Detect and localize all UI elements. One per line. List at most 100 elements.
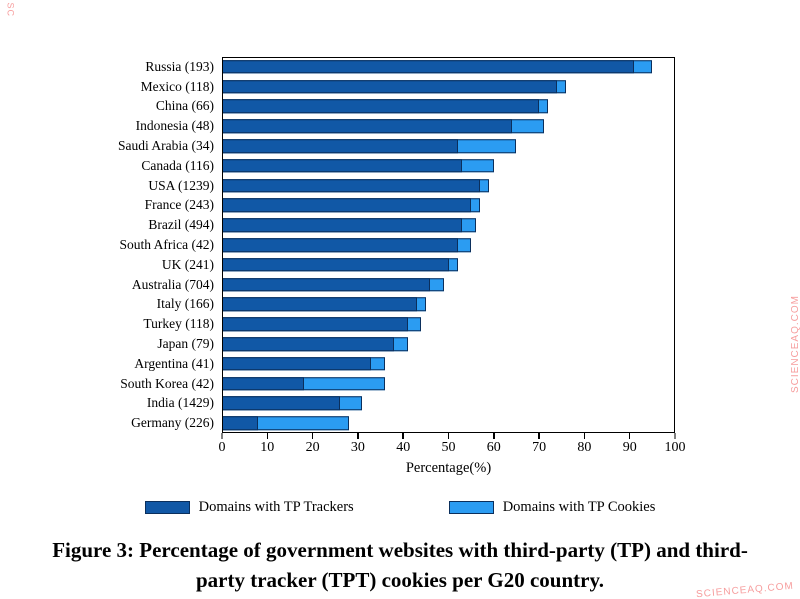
- x-tick: 40: [396, 433, 410, 456]
- bar-track: [222, 374, 675, 394]
- bar-track: [222, 334, 675, 354]
- tick-mark: [628, 433, 631, 440]
- bar-row: Italy (166): [0, 295, 800, 315]
- x-tick: 10: [260, 433, 274, 456]
- tp-trackers-bar: [222, 119, 512, 134]
- bar-row: Japan (79): [0, 334, 800, 354]
- bar-track: [222, 97, 675, 117]
- tp-trackers-bar: [222, 357, 372, 371]
- tick-label: 80: [577, 440, 592, 456]
- trackers-swatch: [144, 501, 190, 515]
- tick-mark: [402, 433, 404, 440]
- bar-track: [222, 295, 675, 315]
- tp-trackers-bar: [222, 317, 408, 331]
- category-label: Germany (226): [131, 415, 214, 431]
- category-label: USA (1239): [148, 177, 214, 193]
- tick-label: 50: [441, 440, 456, 456]
- category-label: Saudi Arabia (34): [118, 138, 214, 154]
- bar-rows: Russia (193) Mexico (118) China (66) Indone…: [0, 57, 800, 434]
- cookies-swatch: [448, 501, 494, 515]
- category-label: Brazil (494): [148, 217, 214, 233]
- trackers-legend-label: Domains with TP Trackers: [198, 499, 354, 516]
- watermark-fragment: SCIENCEAQ.COM: [0, 3, 16, 16]
- tick-label: 100: [664, 440, 686, 456]
- bar-track: [222, 156, 675, 176]
- bar-row: Canada (116): [0, 156, 800, 176]
- bar-row: Russia (193): [0, 57, 800, 77]
- tp-trackers-bar: [222, 337, 395, 351]
- tick-label: 0: [218, 440, 226, 456]
- tp-trackers-bar: [222, 198, 472, 213]
- category-label: France (243): [144, 197, 214, 213]
- bar-row: Germany (226): [0, 413, 800, 433]
- bar-row: USA (1239): [0, 176, 800, 196]
- legend: Domains with TP Trackers Domains with TP…: [0, 499, 800, 516]
- tp-trackers-bar: [222, 376, 304, 391]
- category-label: Turkey (118): [143, 316, 214, 332]
- bar-row: Australia (704): [0, 275, 800, 295]
- category-label: UK (241): [161, 256, 214, 272]
- tp-trackers-bar: [222, 238, 458, 252]
- bar-track: [222, 413, 675, 433]
- category-label: Indonesia (48): [135, 118, 214, 134]
- tick-label: 40: [396, 440, 411, 456]
- tp-trackers-bar: [222, 258, 449, 272]
- x-tick: 0: [219, 433, 226, 456]
- category-label: India (1429): [146, 395, 214, 411]
- category-label: South Africa (42): [119, 237, 214, 253]
- bar-row: Indonesia (48): [0, 116, 800, 136]
- bar-track: [222, 314, 675, 334]
- category-label: Russia (193): [145, 58, 214, 74]
- x-tick: 100: [665, 433, 686, 456]
- category-label: Italy (166): [156, 296, 214, 312]
- tick-mark: [583, 433, 586, 440]
- x-tick: 80: [577, 433, 591, 456]
- cookies-legend-label: Domains with TP Cookies: [502, 499, 656, 516]
- category-label: Mexico (118): [140, 78, 214, 94]
- bar-track: [222, 215, 675, 235]
- bar-row: Saudi Arabia (34): [0, 136, 800, 156]
- bar-track: [222, 116, 675, 136]
- bar-row: Turkey (118): [0, 314, 800, 334]
- bar-track: [222, 255, 675, 275]
- figure-caption: Figure 3: Percentage of government websi…: [52, 538, 748, 592]
- bar-row: South Africa (42): [0, 235, 800, 255]
- tick-label: 10: [260, 440, 275, 456]
- tick-mark: [538, 433, 540, 440]
- tp-trackers-bar: [222, 79, 558, 94]
- bar-row: India (1429): [0, 394, 800, 414]
- tp-trackers-bar: [222, 139, 458, 153]
- tick-label: 60: [486, 440, 501, 456]
- bar-chart: Russia (193) Mexico (118) China (66) Indone…: [0, 57, 800, 477]
- bar-row: UK (241): [0, 255, 800, 275]
- bar-track: [222, 77, 675, 97]
- category-label: Argentina (41): [134, 355, 214, 371]
- x-axis: 0 10 20 30 40 50 60 70 80 90 100: [219, 433, 686, 459]
- tick-label: 20: [305, 440, 320, 456]
- x-tick: 50: [442, 433, 456, 456]
- tick-mark: [493, 433, 495, 440]
- category-label: Australia (704): [131, 276, 214, 292]
- x-tick: 60: [487, 433, 501, 456]
- x-tick: 90: [623, 433, 637, 456]
- x-axis-label: Percentage(%): [405, 460, 492, 477]
- tick-mark: [674, 433, 676, 440]
- tick-mark: [357, 433, 359, 440]
- x-tick: 20: [306, 433, 320, 456]
- bar-track: [222, 57, 675, 77]
- x-tick: 30: [351, 433, 365, 456]
- bar-track: [222, 354, 675, 374]
- legend-item-cookies: Domains with TP Cookies: [448, 499, 656, 516]
- category-label: South Korea (42): [120, 375, 214, 391]
- tp-trackers-bar: [222, 178, 481, 193]
- bar-row: Brazil (494): [0, 215, 800, 235]
- x-tick: 70: [532, 433, 546, 456]
- tick-mark: [221, 433, 223, 440]
- tick-mark: [266, 433, 269, 440]
- tick-label: 90: [622, 440, 637, 456]
- tp-trackers-bar: [222, 99, 540, 114]
- tick-mark: [447, 433, 450, 440]
- watermark-right: SCIENCEAQ.COM: [790, 295, 800, 394]
- tp-trackers-bar: [222, 416, 259, 430]
